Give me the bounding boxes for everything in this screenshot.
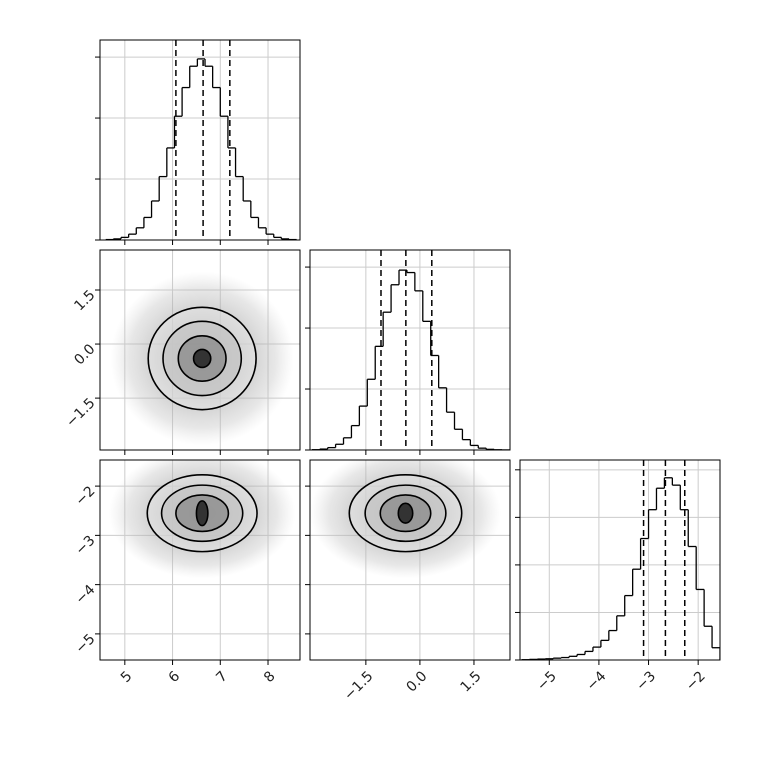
plot-area bbox=[310, 460, 510, 660]
panel-frame bbox=[519, 459, 721, 661]
plot-area bbox=[100, 250, 300, 450]
y-tick-label: −3 bbox=[73, 533, 99, 559]
x-tick-label: 0.0 bbox=[404, 668, 431, 695]
y-tick-label: −5 bbox=[73, 631, 99, 657]
panel-frame bbox=[99, 249, 301, 451]
y-tick-label: 0.0 bbox=[71, 341, 98, 368]
plot-area bbox=[100, 40, 300, 240]
contour bbox=[397, 502, 414, 524]
panel: 5 6 7 8 −5 −4 −3 −2 bbox=[73, 459, 301, 686]
x-tick-label: 5 bbox=[118, 668, 136, 686]
x-tick-label: 7 bbox=[213, 668, 231, 686]
panel-frame bbox=[309, 249, 511, 451]
x-tick-label: 1.5 bbox=[458, 668, 485, 695]
contour bbox=[192, 348, 212, 369]
x-tick-label: −5 bbox=[534, 668, 560, 694]
y-tick-label: −4 bbox=[73, 582, 99, 608]
x-tick-label: −4 bbox=[584, 668, 610, 694]
panel bbox=[305, 249, 511, 455]
y-tick-label: −1.5 bbox=[63, 395, 98, 430]
panel: −1.5 0.0 1.5 bbox=[305, 459, 511, 704]
panel: −5 −4 −3 −2 bbox=[515, 459, 721, 694]
panel bbox=[95, 39, 301, 245]
x-tick-label: 6 bbox=[166, 668, 184, 686]
panel-frame bbox=[99, 459, 301, 661]
contour bbox=[195, 500, 209, 527]
x-tick-label: −1.5 bbox=[341, 668, 376, 703]
plot-area bbox=[310, 250, 510, 450]
y-tick-label: 1.5 bbox=[71, 287, 98, 314]
x-tick-label: 8 bbox=[261, 668, 279, 686]
x-tick-label: −3 bbox=[633, 668, 659, 694]
panel: −1.5 0.0 1.5 bbox=[63, 249, 301, 455]
panel-frame bbox=[99, 39, 301, 241]
plot-area bbox=[520, 460, 720, 660]
x-tick-label: −2 bbox=[683, 668, 709, 694]
y-tick-label: −2 bbox=[73, 483, 99, 509]
plot-area bbox=[100, 460, 300, 660]
panel-frame bbox=[309, 459, 511, 661]
